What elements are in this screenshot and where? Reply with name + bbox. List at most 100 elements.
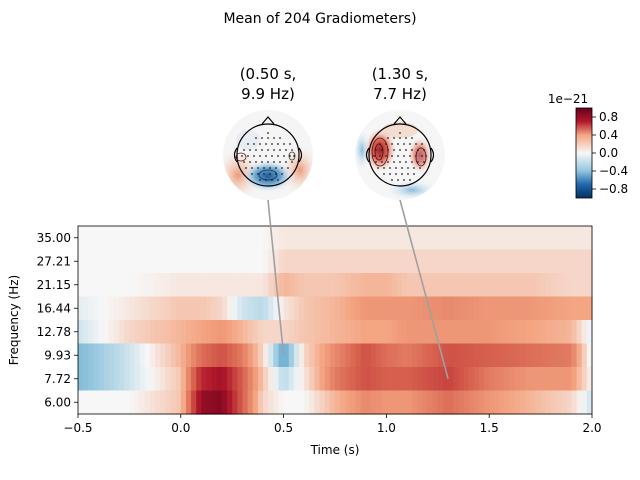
heatmap-cell [78,367,84,392]
heatmap-cell [376,367,382,392]
sensor-dot [253,143,255,145]
x-tick-label: 1.5 [480,421,499,435]
sensor-dot [387,149,389,151]
heatmap-cell [257,320,264,345]
heatmap-cell [221,226,228,251]
heatmap-cell [314,390,321,415]
x-tick-label: 1.0 [377,421,396,435]
sensor-dot [275,167,277,169]
heatmap-cell [299,226,305,251]
heatmap-cell [509,249,516,274]
heatmap-cell [473,273,480,298]
heatmap-cell [391,367,398,392]
heatmap-cell [355,343,362,368]
sensor-dot [259,143,261,145]
heatmap-cell [78,273,84,298]
topomap-2-title-line1: (1.30 s, [372,65,429,83]
heatmap-cell [191,226,197,251]
heatmap-cell [103,226,110,251]
heatmap-cell [401,320,408,345]
y-tick-label: 7.72 [44,372,71,386]
heatmap-cell [134,273,141,298]
heatmap-cell [113,367,120,392]
heatmap-cell [376,273,382,298]
heatmap-cell [304,273,310,298]
heatmap-cell [499,296,506,321]
heatmap-cell [432,367,439,392]
heatmap-cell [468,343,475,368]
heatmap-cell [396,320,403,345]
sensor-dot [381,149,383,151]
heatmap-cell [113,343,120,368]
heatmap-cell [494,343,501,368]
heatmap-cell [509,296,516,321]
heatmap-cell [196,249,202,274]
heatmap-cell [504,296,511,321]
heatmap-cell [144,320,151,345]
heatmap-cell [185,343,192,368]
heatmap-cell [365,320,372,345]
heatmap-cell [319,367,326,392]
heatmap-cell [149,390,156,415]
y-tick-label: 21.15 [37,278,71,292]
heatmap-cell [499,273,506,298]
heatmap-cell [155,249,161,274]
heatmap-cell [155,226,161,251]
sensor-dot [259,155,261,157]
heatmap-cell [417,343,423,368]
heatmap-cell [530,249,537,274]
heatmap-cell [242,226,249,251]
heatmap-cell [309,249,316,274]
heatmap-cell [381,296,387,321]
heatmap-cell [257,390,264,415]
heatmap-cell [360,390,367,415]
sensor-dot [399,161,401,163]
heatmap-cell [484,390,490,415]
heatmap-cell [211,296,218,321]
heatmap-cell [350,226,357,251]
heatmap-cell [93,320,100,345]
heatmap-cell [88,226,95,251]
heatmap-cell [273,343,280,368]
heatmap-cell [252,390,259,415]
heatmap-cell [509,367,516,392]
heatmap-cell [196,273,202,298]
heatmap-cell [463,390,470,415]
heatmap-cell [473,320,480,345]
heatmap-cell [242,390,249,415]
heatmap-cell [381,226,387,251]
heatmap-cell [319,226,326,251]
heatmap-cell [417,296,423,321]
heatmap-cell [545,273,552,298]
heatmap-cell [556,249,562,274]
heatmap-cell [473,226,480,251]
heatmap-cell [242,343,249,368]
heatmap-cell [581,226,588,251]
sensor-dot [377,167,379,169]
sensor-dot [383,167,385,169]
sensor-dot [389,167,391,169]
sensor-dot [291,161,293,163]
heatmap-cell [191,296,197,321]
heatmap-cell [268,367,274,392]
heatmap-cell [386,296,393,321]
topomap-1-title-line1: (0.50 s, [240,65,297,83]
heatmap-cell [309,390,316,415]
heatmap-cell [299,249,305,274]
topomap-connector-line [399,199,449,379]
heatmap-cell [386,390,393,415]
heatmap-cell [293,226,300,251]
sensor-dot [247,143,249,145]
heatmap-cell [88,343,95,368]
heatmap-cell [149,226,156,251]
heatmap-cell [144,273,151,298]
colorbar-tick-label: −0.8 [599,182,628,196]
sensor-dot [411,161,413,163]
heatmap-cell [257,343,264,368]
sensor-dot [405,149,407,151]
sensor-dot [289,143,291,145]
heatmap-cell [350,320,357,345]
heatmap-cell [242,273,249,298]
heatmap-cell [576,226,583,251]
